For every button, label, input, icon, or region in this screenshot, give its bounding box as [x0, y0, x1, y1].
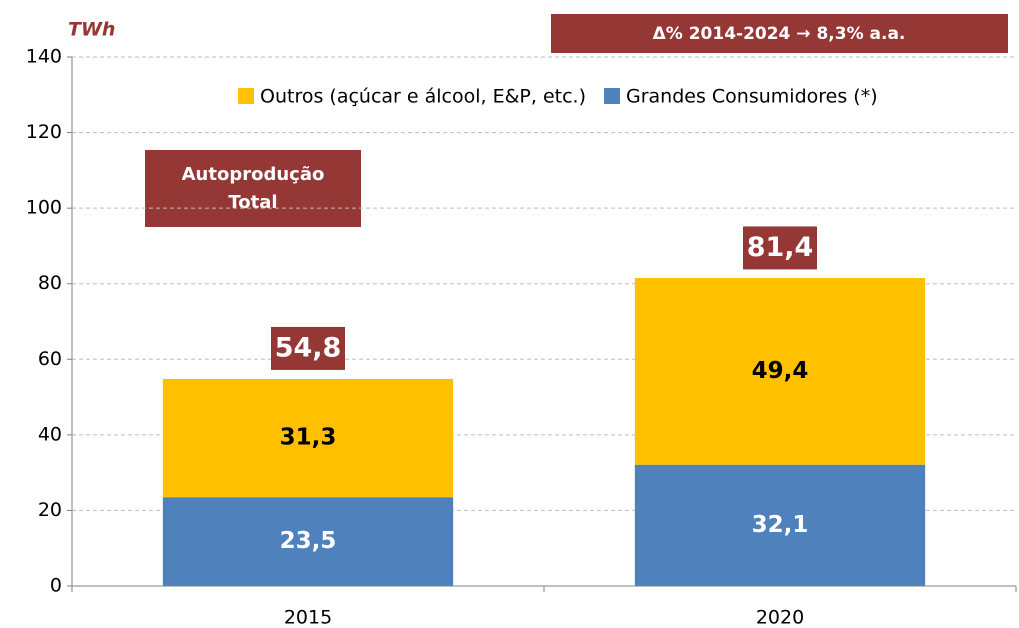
legend-swatch	[604, 88, 620, 104]
data-label: 49,4	[752, 358, 809, 384]
bar-segment	[634, 278, 926, 465]
legend-label: Outros (açúcar e álcool, E&P, etc.)	[260, 86, 586, 108]
total-label: 81,4	[747, 232, 814, 263]
x-tick-label: 2015	[284, 607, 332, 628]
autoproducao-label: Autoprodução	[182, 164, 325, 185]
y-tick-label: 140	[26, 46, 62, 68]
y-tick-label: 20	[38, 499, 62, 521]
y-tick-label: 0	[50, 575, 62, 597]
legend-swatch	[238, 88, 254, 104]
growth-box	[551, 14, 1008, 53]
y-tick-label: 120	[26, 121, 62, 143]
data-label: 32,1	[752, 512, 809, 538]
total-label: 54,8	[275, 332, 342, 363]
bar-segment	[634, 464, 926, 586]
growth-annotation: Δ% 2014-2024 → 8,3% a.a.	[653, 24, 906, 44]
legend-label: Grandes Consumidores (*)	[626, 86, 878, 108]
y-tick-label: 80	[38, 272, 62, 294]
y-axis-title: TWh	[68, 19, 115, 41]
bar-segment	[162, 497, 454, 586]
data-label: 23,5	[280, 528, 337, 554]
autoproducao-label: Total	[228, 192, 277, 213]
total-box	[743, 226, 817, 270]
x-tick-label: 2020	[756, 607, 804, 628]
data-label: 31,3	[280, 425, 337, 451]
y-tick-label: 60	[38, 348, 62, 370]
y-tick-label: 100	[26, 197, 62, 219]
total-box	[271, 326, 345, 370]
autoproducao-box	[145, 150, 361, 227]
bar-segment	[162, 378, 454, 498]
y-tick-label: 40	[38, 423, 62, 445]
